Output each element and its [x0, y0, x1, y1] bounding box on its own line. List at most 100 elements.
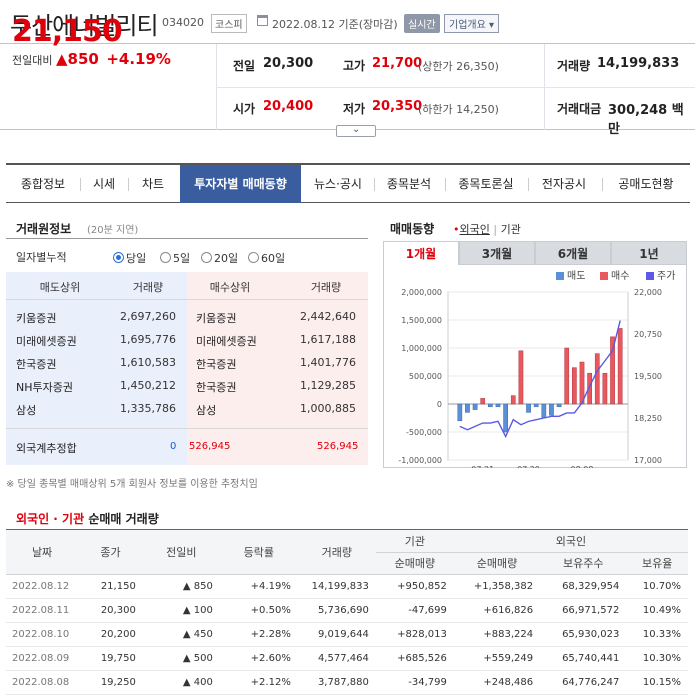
foreign-sell: 0	[170, 441, 177, 452]
buy-member-volume: 1,000,885	[300, 402, 356, 415]
period-radio-5d[interactable]: 5일	[160, 250, 190, 266]
sell-bar	[533, 403, 539, 408]
filter-foreign-link[interactable]: 외국인	[459, 223, 490, 236]
row-pct: +2.60%	[219, 646, 298, 671]
volume-value: 14,199,833	[597, 56, 680, 71]
buy-bar	[602, 372, 608, 405]
filter-institution-link[interactable]: 기관	[500, 223, 521, 236]
col-date: 날짜	[6, 530, 79, 575]
x-tick-label: 08.08	[571, 465, 594, 468]
buy-member-name: 한국증권	[196, 358, 237, 371]
amount-value: 300,248 백만	[608, 103, 684, 137]
collapse-toggle[interactable]: ⌄	[336, 124, 376, 137]
y-right-tick-label: 20,750	[634, 330, 662, 339]
row-date: 2022.08.08	[6, 670, 79, 695]
buy-bar	[617, 328, 623, 405]
sell-member-name: 한국증권	[16, 358, 57, 371]
calendar-icon	[257, 15, 268, 26]
sell-bar	[503, 403, 508, 433]
tab-quotes[interactable]: 시세	[92, 177, 116, 191]
chart-price-line	[459, 320, 621, 439]
period-label-60d: 60일	[261, 252, 286, 265]
upper-limit: (상한가 26,350)	[418, 60, 499, 73]
row-foreign-net: +248,486	[453, 670, 541, 695]
period-radio-60d[interactable]: 60일	[248, 250, 285, 266]
buy-member-name: 삼성	[196, 404, 217, 417]
chart-filter: •외국인 | 기관	[453, 223, 521, 236]
sell-bar	[457, 403, 463, 422]
open-label: 시가	[233, 102, 256, 116]
chart-tab-1m[interactable]: 1개월	[383, 241, 459, 265]
row-inst-net: -34,799	[375, 670, 454, 695]
row-inst-net: +685,526	[375, 646, 454, 671]
net-title-investors: 외국인 · 기관	[16, 512, 85, 526]
radio-icon	[248, 252, 259, 263]
sell-member-volume: 1,610,583	[120, 356, 176, 369]
tab-chart[interactable]: 차트	[141, 177, 165, 191]
period-label-5d: 5일	[173, 252, 191, 265]
high-value: 21,700	[372, 56, 423, 71]
stock-code: 034020	[162, 16, 204, 29]
row-change: ▲ 500	[142, 646, 220, 671]
chart-tab-1y[interactable]: 1년	[611, 241, 687, 265]
prev-close-label: 전일	[233, 59, 256, 73]
row-close: 19,250	[78, 670, 143, 695]
period-radio-20d[interactable]: 20일	[201, 250, 238, 266]
row-date: 2022.08.10	[6, 622, 79, 647]
row-inst-net: +828,013	[375, 622, 454, 647]
sell-member-name: 미래에셋증권	[16, 335, 77, 348]
period-radio-1d[interactable]: 당일	[113, 250, 146, 266]
chart-legend: 매도 매수 주가	[556, 270, 675, 282]
tab-disclosure[interactable]: 전자공시	[541, 177, 587, 191]
buy-bar	[518, 350, 524, 405]
buy-member-volume: 1,401,776	[300, 356, 356, 369]
buy-bar	[579, 361, 585, 405]
row-change: ▲ 100	[142, 598, 220, 623]
tab-analysis[interactable]: 종목분석	[386, 177, 432, 191]
radio-icon	[160, 252, 171, 263]
sell-member-name: 키움증권	[16, 312, 57, 325]
row-pct: +0.50%	[219, 598, 298, 623]
sell-bar	[495, 403, 501, 408]
price-line	[459, 320, 621, 439]
col-group-foreign: 외국인	[453, 530, 688, 553]
sell-bar	[488, 403, 493, 408]
member-note: ※ 당일 종목별 매매상위 5개 회원사 정보를 이용한 추정치임	[6, 479, 258, 490]
legend-swatch	[556, 272, 564, 280]
chevron-down-icon: ⌄	[352, 124, 361, 135]
row-change: ▲ 850	[142, 574, 220, 599]
chart-tab-6m[interactable]: 6개월	[535, 241, 611, 265]
sell-header: 매도상위	[39, 281, 81, 294]
price-divider	[544, 44, 545, 130]
radio-icon	[201, 252, 212, 263]
nav-separator	[128, 178, 129, 191]
buy-member-volume: 2,442,640	[300, 310, 356, 323]
col-pct: 등락률	[219, 530, 298, 575]
row-close: 20,200	[78, 622, 143, 647]
stock-name: 두산에너빌리티	[10, 12, 159, 40]
y-left-tick-label: 2,000,000	[401, 288, 442, 297]
buy-member-volume: 1,129,285	[300, 379, 356, 392]
row-volume: 14,199,833	[297, 574, 376, 599]
tab-investor-trend[interactable]: 투자자별 매매동향	[180, 165, 301, 203]
stock-nav: 종합정보 시세 차트 투자자별 매매동향 뉴스·공시 종목분석 종목토론실 전자…	[6, 163, 690, 203]
tab-discussion[interactable]: 종목토론실	[458, 177, 514, 191]
row-foreign-net: +1,358,382	[453, 574, 541, 599]
chart-tab-3m[interactable]: 3개월	[459, 241, 535, 265]
company-overview-button[interactable]: 기업개요 ▾	[444, 14, 499, 33]
tab-overview[interactable]: 종합정보	[20, 177, 66, 191]
buy-member-volume: 1,617,188	[300, 333, 356, 346]
buy-bar	[480, 398, 486, 405]
realtime-button[interactable]: 실시간	[404, 14, 440, 33]
buy-column	[187, 272, 368, 465]
high-label: 고가	[343, 59, 366, 73]
foreign-label: 외국계추정합	[16, 442, 77, 455]
net-title: 외국인 · 기관 순매매 거래량	[16, 510, 159, 527]
tab-short-selling[interactable]: 공매도현황	[618, 177, 674, 191]
trend-chart: 매도 매수 주가 2,000,000 1,500,000 1,000,000 500,00…	[398, 270, 675, 474]
row-date: 2022.08.12	[6, 574, 79, 599]
as-of-date: 2022.08.12 기준(장마감)	[272, 18, 398, 31]
tab-news[interactable]: 뉴스·공시	[314, 177, 362, 191]
period-label-20d: 20일	[214, 252, 239, 265]
period-label-1d: 당일	[126, 252, 147, 265]
